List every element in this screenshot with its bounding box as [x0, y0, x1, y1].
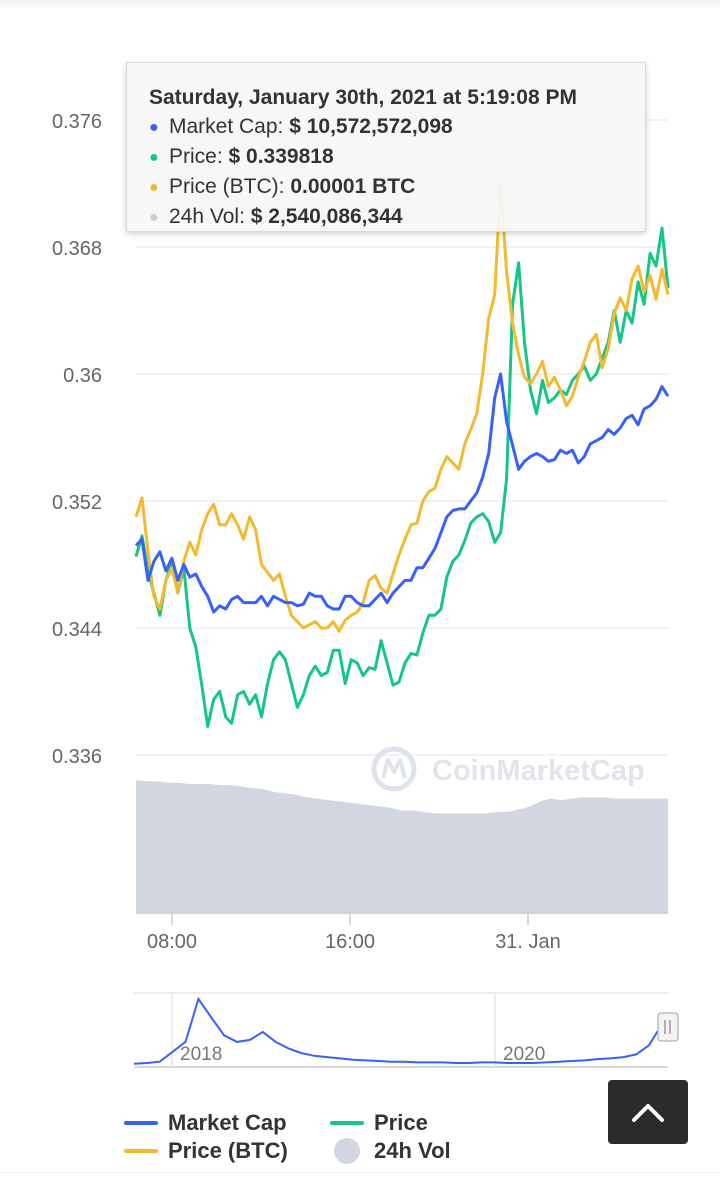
tooltip-value: $ 10,572,572,098: [289, 115, 453, 138]
series-line-market-cap: [134, 372, 670, 614]
tooltip-row-volume: ● 24h Vol: $ 2,540,086,344: [149, 202, 645, 232]
price-line-icon: [330, 1121, 364, 1125]
y-tick-label: 0.344: [52, 619, 102, 641]
y-tick-label: 0.352: [52, 492, 102, 514]
navigator-tick-label: 2018: [180, 1044, 222, 1065]
legend: Market Cap Price Price (BTC) 24h Vol: [124, 1110, 584, 1170]
legend-label: Price (BTC): [168, 1138, 288, 1163]
x-axis: 08:00 16:00 31. Jan: [136, 912, 668, 953]
navigator-line: [133, 996, 663, 1065]
tooltip-label: Market Cap:: [169, 115, 284, 138]
legend-label: Price: [374, 1110, 428, 1135]
tooltip-value: 0.00001 BTC: [290, 175, 416, 198]
series-line-price: [134, 226, 670, 728]
navigator-tick-label: 2020: [503, 1044, 545, 1065]
top-edge: [0, 0, 720, 8]
legend-label: 24h Vol: [374, 1138, 451, 1163]
tooltip-label: Price (BTC):: [169, 175, 285, 198]
price-btc-dot-icon: ●: [149, 179, 159, 196]
navigator-handle[interactable]: [657, 1012, 679, 1042]
market-cap-line-icon: [124, 1121, 158, 1125]
price-btc-line-icon: [124, 1149, 158, 1153]
bottom-edge: [0, 1172, 720, 1201]
x-tick-label: 31. Jan: [495, 931, 561, 953]
legend-volume[interactable]: 24h Vol: [334, 1138, 451, 1164]
tooltip-date: Saturday, January 30th, 2021 at 5:19:08 …: [149, 86, 577, 109]
volume-area: [136, 780, 668, 913]
series-line-price-btc: [134, 182, 670, 633]
market-cap-dot-icon: ●: [149, 119, 159, 136]
watermark-text: CoinMarketCap: [432, 755, 645, 787]
price-chart[interactable]: 0.376 0.368 0.36 0.352 0.344 0.336 CoinMarket…: [0, 0, 720, 1100]
tooltip-value: $ 0.339818: [228, 145, 334, 168]
series-lines: [134, 182, 670, 728]
navigator[interactable]: 2018 2020: [133, 992, 679, 1068]
tooltip-row-market-cap: ● Market Cap: $ 10,572,572,098: [149, 112, 645, 142]
tooltip-row-price-btc: ● Price (BTC): 0.00001 BTC: [149, 172, 645, 202]
legend-label: Market Cap: [168, 1110, 287, 1135]
legend-price[interactable]: Price: [330, 1110, 428, 1136]
y-tick-label: 0.368: [52, 238, 102, 260]
watermark: CoinMarketCap: [371, 746, 645, 792]
chevron-up-icon: [632, 1104, 664, 1122]
y-tick-label: 0.336: [52, 746, 102, 768]
x-tick-label: 16:00: [325, 931, 375, 953]
tooltip-label: Price:: [169, 145, 223, 168]
price-dot-icon: ●: [149, 149, 159, 166]
volume-circle-icon: [334, 1138, 360, 1164]
y-axis: 0.376 0.368 0.36 0.352 0.344 0.336: [52, 111, 102, 768]
x-tick-label: 08:00: [147, 931, 197, 953]
y-tick-label: 0.376: [52, 111, 102, 133]
scroll-to-top-button[interactable]: [608, 1080, 688, 1144]
y-tick-label: 0.36: [63, 365, 102, 387]
tooltip-value: $ 2,540,086,344: [250, 205, 403, 228]
tooltip: Saturday, January 30th, 2021 at 5:19:08 …: [126, 62, 646, 232]
volume-area-shape: [136, 780, 668, 913]
volume-dot-icon: ●: [149, 209, 159, 226]
tooltip-row-price: ● Price: $ 0.339818: [149, 142, 645, 172]
tooltip-label: 24h Vol:: [169, 205, 245, 228]
legend-price-btc[interactable]: Price (BTC): [124, 1138, 288, 1164]
legend-market-cap[interactable]: Market Cap: [124, 1110, 287, 1136]
